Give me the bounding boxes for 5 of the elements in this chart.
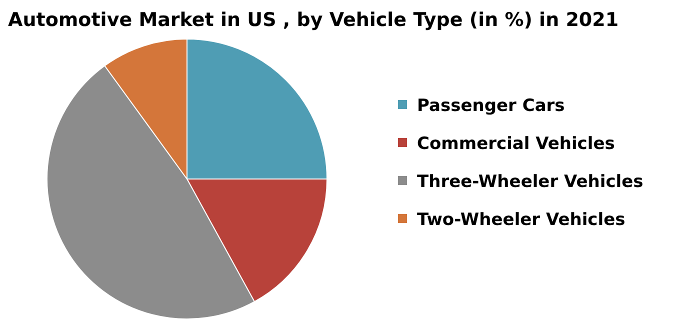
legend-label: Two-Wheeler Vehicles	[417, 210, 626, 230]
legend-label: Three-Wheeler Vehicles	[417, 172, 644, 192]
chart-title: Automotive Market in US , by Vehicle Type (in %) in 2021	[8, 9, 619, 31]
legend-label: Commercial Vehicles	[417, 134, 615, 154]
legend-label: Passenger Cars	[417, 96, 565, 116]
